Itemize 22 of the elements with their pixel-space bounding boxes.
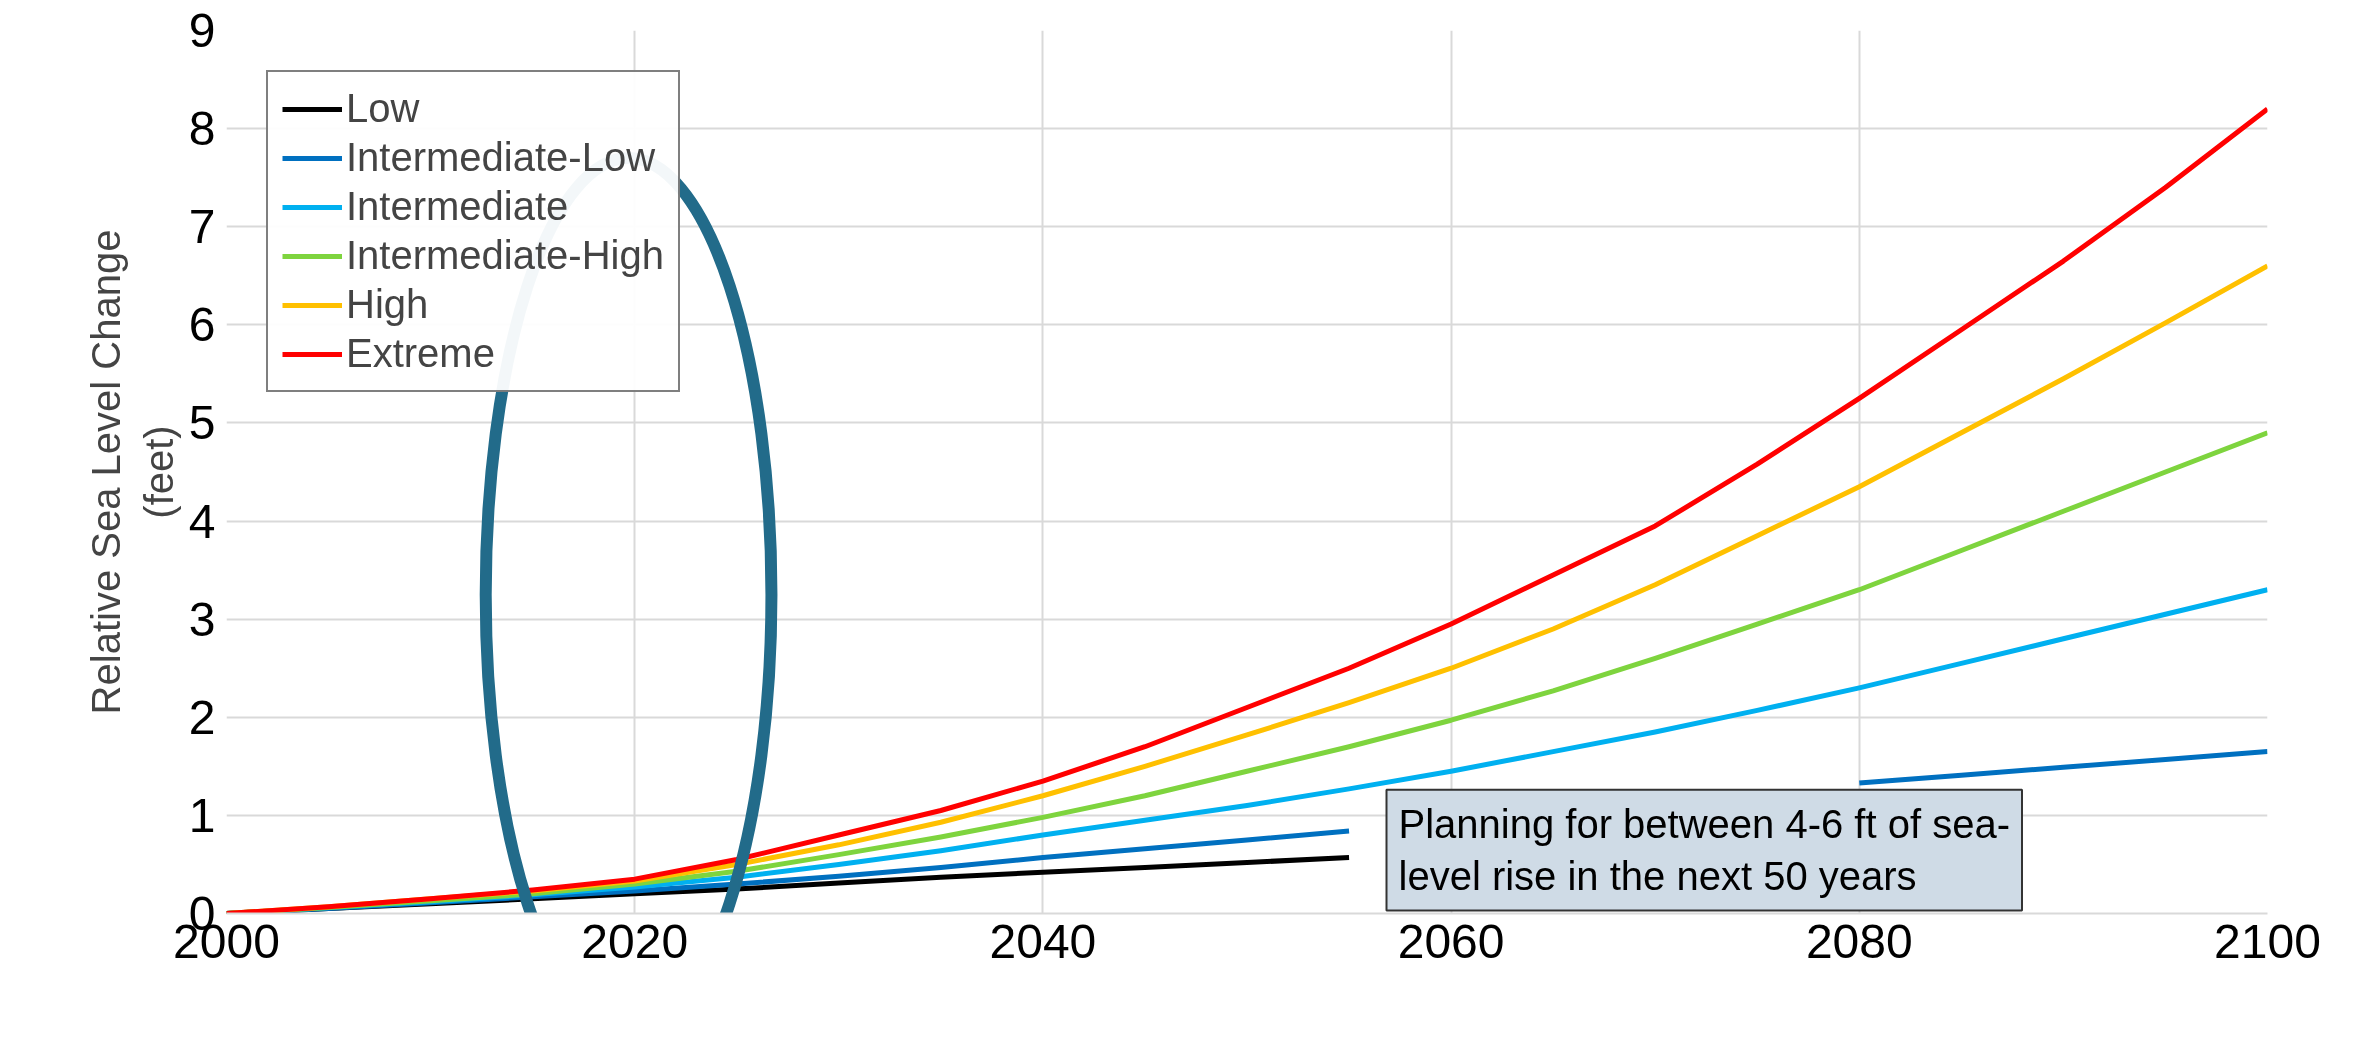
- y-tick-label: 9: [188, 4, 216, 57]
- y-tick-label: 4: [188, 494, 216, 548]
- y-tick-label: 2: [188, 690, 216, 744]
- x-tick-label: 2040: [989, 914, 1097, 968]
- y-tick-label: 3: [188, 592, 216, 646]
- y-tick-label: 6: [188, 298, 216, 352]
- x-tick-label: 2060: [1397, 914, 1505, 968]
- legend-label: Intermediate: [346, 184, 569, 229]
- legend-label: Intermediate-Low: [346, 135, 656, 180]
- y-axis-title: Relative Sea Level Change (feet): [84, 229, 181, 715]
- y-tick-label: 5: [188, 396, 216, 450]
- y-tick-label: 8: [188, 102, 216, 156]
- annotation: Planning for between 4-6 ft of sea- level rise in the next 50 years: [1398, 801, 2010, 899]
- y-tick-label: 7: [188, 200, 216, 254]
- legend-label: Low: [346, 86, 420, 131]
- y-tick-label: 1: [188, 788, 216, 842]
- x-tick-label: 2100: [2214, 914, 2321, 968]
- legend-label: High: [346, 282, 429, 327]
- x-tick-label: 2080: [1805, 914, 1913, 968]
- x-tick-label: 2020: [581, 914, 689, 968]
- legend-label: Intermediate-High: [346, 233, 664, 278]
- legend-label: Extreme: [346, 331, 495, 376]
